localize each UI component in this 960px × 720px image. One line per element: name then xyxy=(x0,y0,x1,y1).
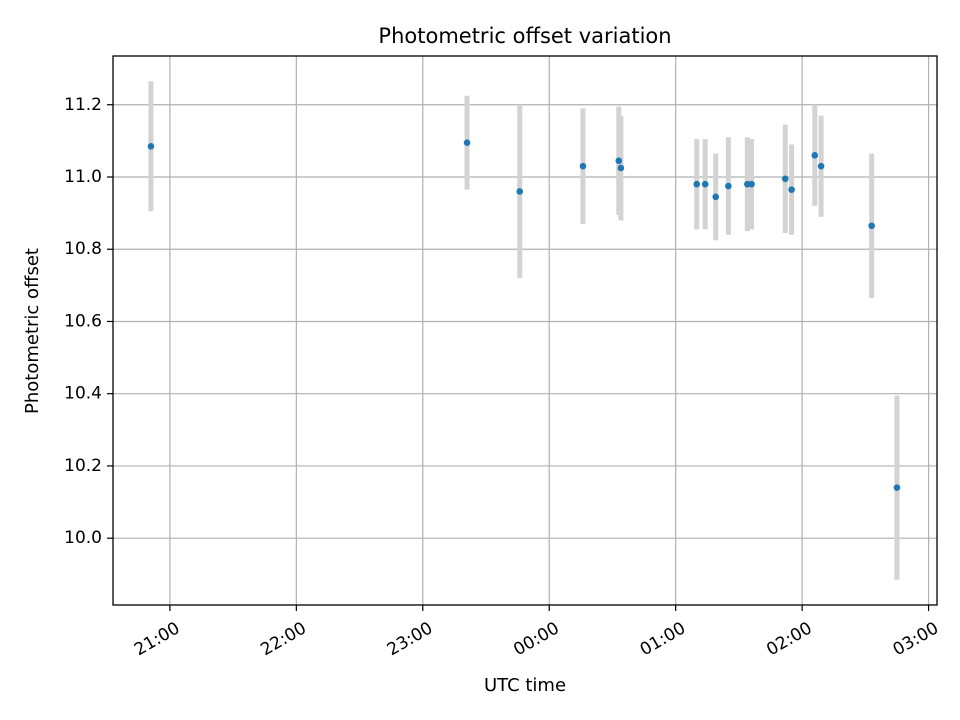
y-axis: 10.0 10.2 10.4 10.6 10.8 11.0 11.2 xyxy=(64,95,113,548)
data-point xyxy=(781,175,789,183)
y-tick-label: 10.2 xyxy=(64,456,102,476)
data-point xyxy=(788,186,795,193)
grid xyxy=(113,56,937,605)
y-tick-label: 11.2 xyxy=(64,95,102,115)
data-point xyxy=(463,139,471,146)
x-axis-title: UTC time xyxy=(484,675,566,696)
plot-area xyxy=(113,56,937,605)
y-axis-title: Photometric offset xyxy=(22,248,43,414)
plot-frame xyxy=(112,55,938,606)
data-point xyxy=(693,180,701,188)
data-point xyxy=(725,182,732,190)
y-tick-label: 10.0 xyxy=(64,528,102,548)
data-points xyxy=(147,139,901,491)
data-point xyxy=(748,180,755,188)
y-tick-label: 11.0 xyxy=(64,167,102,187)
data-point xyxy=(893,484,901,491)
data-point xyxy=(617,164,625,172)
data-point xyxy=(615,157,623,165)
data-point xyxy=(579,162,587,170)
y-tick-label: 10.4 xyxy=(64,384,102,404)
data-point xyxy=(817,162,825,170)
data-point xyxy=(712,193,720,201)
data-point xyxy=(701,180,709,188)
data-point xyxy=(147,142,155,150)
data-point xyxy=(516,188,524,195)
y-tick-label: 10.6 xyxy=(64,311,102,331)
data-point xyxy=(811,152,819,159)
chart-title: Photometric offset variation xyxy=(378,24,671,48)
data-point xyxy=(868,222,875,230)
y-tick-label: 10.8 xyxy=(64,239,102,259)
